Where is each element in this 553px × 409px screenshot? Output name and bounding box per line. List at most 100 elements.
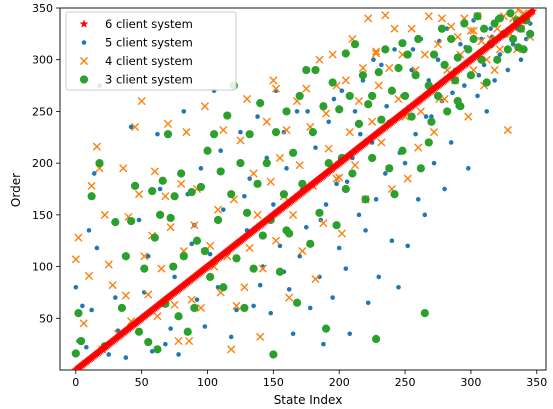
data-point [130,181,140,190]
ticks-layer: 0 50 100 150 200 250 300 350 50 100 150 200 250 300 35… [32,2,547,389]
data-point [514,43,523,52]
data-point [174,336,183,346]
plot-frame [59,7,547,371]
data-point [202,324,208,329]
data-point [321,341,326,347]
y-tick-label: 50 [39,312,53,325]
data-point [345,128,354,137]
data-point [289,210,298,219]
data-point [286,287,292,292]
data-point [177,179,186,188]
data-point [196,303,206,313]
data-point [311,274,320,284]
data-point [256,99,265,108]
legend-item: 3 client system [79,73,193,87]
data-point [372,47,381,56]
data-point [407,24,416,33]
data-point [374,81,383,90]
data-point [203,146,212,155]
data-point [302,84,311,93]
data-point [503,45,512,54]
x-tick-label: 300 [460,376,481,389]
data-point [232,301,241,310]
data-point [182,128,191,137]
data-point [311,65,320,75]
data-point [307,305,313,311]
data-point [433,91,443,101]
data-point [442,186,447,192]
data-point [437,14,447,23]
data-point [249,169,258,178]
data-point [460,19,469,28]
data-point [86,228,92,233]
data-point [479,24,489,33]
data-point [269,76,278,85]
data-point [271,84,281,93]
data-point [363,228,368,233]
data-point [358,71,368,80]
data-point [121,291,130,300]
data-point [80,303,85,309]
data-point [390,190,399,199]
y-tick-label: 250 [32,105,53,118]
data-point [187,188,196,197]
data-point [271,236,281,245]
data-point [510,41,516,47]
data-point [414,34,423,44]
data-point [424,12,433,21]
data-point [247,176,252,181]
data-point [227,345,236,354]
y-axis-label: Order [9,173,23,207]
data-point [387,86,397,95]
data-point [170,192,179,201]
data-point [447,22,456,31]
legend-box [65,11,237,91]
data-point [358,63,368,73]
data-point [127,216,136,226]
data-point-6-client [528,8,538,15]
data-point [433,40,443,49]
data-point [242,208,252,217]
data-point [236,136,245,145]
data-point [482,78,491,87]
data-point [431,160,437,166]
data-point [368,91,377,101]
data-point [87,192,96,201]
data-point [292,298,302,307]
data-point [240,283,249,292]
data-point [400,91,410,101]
data-point [282,107,291,116]
data-point [448,140,454,145]
data-point [326,119,331,125]
data-point [295,91,304,101]
legend-item: 4 client system [79,54,193,68]
data-point [356,212,362,218]
data-point [282,226,291,235]
data-point [172,274,177,280]
data-point [130,122,140,132]
data-point [398,39,407,48]
data-point [481,62,487,68]
data-point [232,254,241,263]
data-point [331,96,337,102]
data-point [74,233,83,242]
data-point [435,57,441,63]
data-point [466,71,476,80]
data-point [268,310,274,316]
data-point [84,344,89,350]
data-point [271,128,281,137]
data-point [157,264,166,273]
plot-border [59,7,547,371]
data-point [361,195,370,204]
data-point [169,262,178,271]
data-point [464,112,473,121]
data-point [277,243,283,249]
data-point [264,155,270,161]
data-point [493,55,502,64]
data-point [514,8,523,15]
data-point [354,119,364,128]
data-point [294,109,300,114]
data-point [526,29,535,38]
data-point [258,264,267,273]
data-point [200,102,209,111]
